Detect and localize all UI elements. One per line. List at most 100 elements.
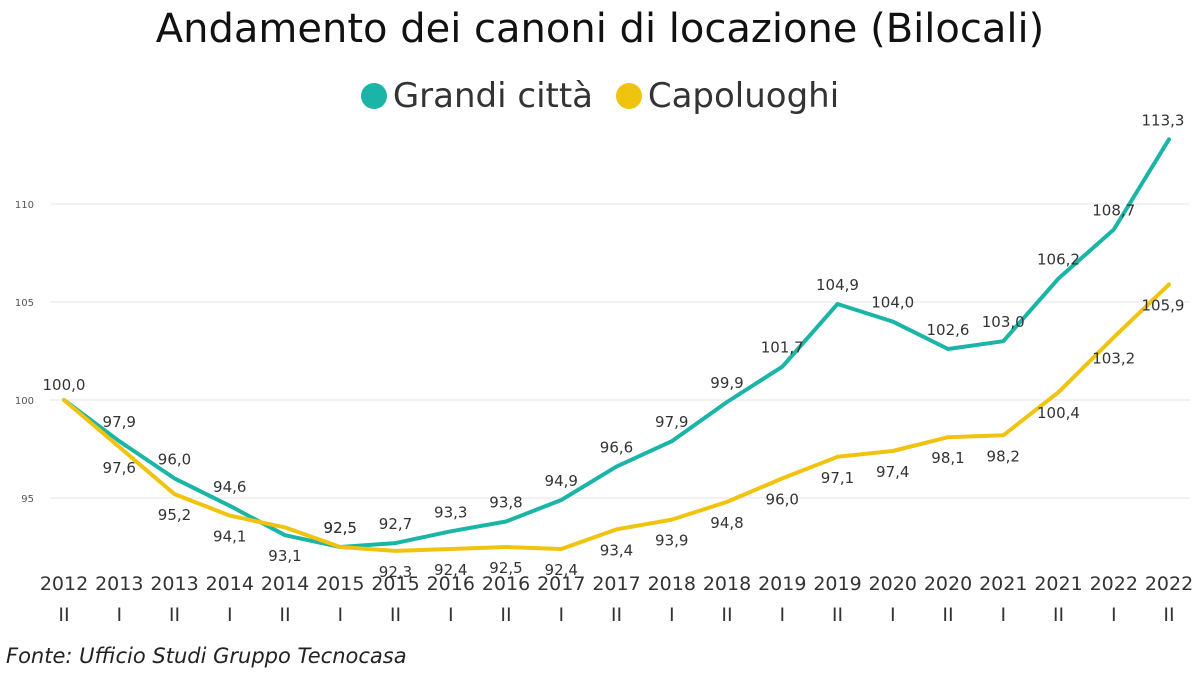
x-tick-year-2: 2013 [150,573,198,595]
data-label-1-14: 97,1 [821,469,854,487]
data-labels: 100,0 97,9 96,0 94,6 93,1 92,5 92,7 93,3 93,8 94,… [43,111,1185,581]
x-tick-year-20: 2022 [1145,573,1193,595]
data-label-0-14: 104,9 [816,276,859,294]
x-tick-year-18: 2021 [1034,573,1082,595]
x-tick-sem-4: II [279,604,290,626]
data-label-0-1: 97,9 [103,413,136,431]
x-tick-year-8: 2016 [482,573,530,595]
data-label-0-10: 96,6 [600,439,633,457]
x-tick-sem-12: II [721,604,732,626]
x-tick-year-12: 2018 [703,573,751,595]
source-note: Fonte: Ufficio Studi Gruppo Tecnocasa [6,644,407,668]
data-label-1-7: 92,4 [434,561,467,579]
x-tick-year-16: 2020 [924,573,972,595]
legend-item-capoluoghi[interactable]: Capoluoghi [615,76,840,116]
data-label-0-0: 100,0 [43,376,86,394]
data-label-0-9: 94,9 [545,472,578,490]
line-chart: 95 100 105 110 100,0 97,9 96,0 94,6 93,1 92,5 92,… [15,111,1193,626]
x-tick-sem-6: II [390,604,401,626]
data-label-1-1: 97,6 [103,459,136,477]
data-label-0-20: 113,3 [1142,111,1185,129]
data-label-1-13: 96,0 [766,490,799,508]
x-tick-sem-19: I [1111,604,1117,626]
data-label-0-6: 92,7 [379,515,412,533]
legend-label-capoluoghi: Capoluoghi [647,76,840,116]
y-tick-105: 105 [15,298,34,309]
x-tick-sem-18: II [1053,604,1064,626]
gridlines [50,203,1190,499]
legend: Grandi città Capoluoghi [0,76,1200,116]
data-label-0-4: 93,1 [268,547,301,565]
data-label-1-12: 94,8 [710,514,743,532]
y-tick-110: 110 [15,200,34,211]
data-label-0-18: 106,2 [1037,250,1080,268]
legend-item-grandi-citta[interactable]: Grandi città [360,76,594,116]
data-label-1-19: 103,2 [1092,349,1135,367]
x-tick-year-0: 2012 [40,573,88,595]
chart-title: Andamento dei canoni di locazione (Biloc… [155,6,1045,52]
series-line-1[interactable] [62,282,1171,553]
x-tick-sem-5: I [337,604,343,626]
x-tick-year-1: 2013 [95,573,143,595]
legend-dot-capoluoghi [615,83,642,109]
data-label-1-16: 98,1 [931,449,964,467]
data-label-0-8: 93,8 [489,494,522,512]
data-label-1-20: 105,9 [1142,296,1185,314]
y-axis-ticks: 95 100 105 110 [15,200,34,505]
x-tick-sem-14: II [832,604,843,626]
x-tick-year-6: 2015 [371,573,419,595]
x-tick-sem-7: I [448,604,454,626]
data-label-0-13: 101,7 [761,339,804,357]
legend-label-grandi-citta: Grandi città [392,76,594,116]
x-tick-year-17: 2021 [979,573,1027,595]
data-label-1-2: 95,2 [158,506,191,524]
data-label-0-17: 103,0 [982,313,1025,331]
data-label-1-6: 92,3 [379,563,412,581]
x-tick-sem-8: II [500,604,511,626]
data-label-1-10: 93,4 [600,541,633,559]
x-tick-year-3: 2014 [206,573,254,595]
data-label-1-8: 92,5 [489,559,522,577]
data-label-1-17: 98,2 [987,447,1020,465]
x-tick-year-11: 2018 [648,573,696,595]
data-label-1-15: 97,4 [876,463,909,481]
x-tick-sem-16: II [942,604,953,626]
x-axis: 2012II2013I2013II2014I2014II2015I2015II2… [40,573,1193,626]
x-tick-sem-10: II [611,604,622,626]
x-tick-sem-15: I [890,604,896,626]
x-tick-sem-0: II [58,604,69,626]
x-tick-sem-11: I [669,604,675,626]
x-tick-year-14: 2019 [813,573,861,595]
series-line-0[interactable] [62,137,1171,549]
data-label-0-19: 108,7 [1092,201,1135,219]
x-tick-year-5: 2015 [316,573,364,595]
x-tick-year-19: 2022 [1090,573,1138,595]
x-tick-year-10: 2017 [592,573,640,595]
x-tick-year-13: 2019 [758,573,806,595]
x-tick-sem-1: I [116,604,122,626]
x-tick-year-9: 2017 [537,573,585,595]
x-tick-sem-13: I [779,604,785,626]
x-tick-sem-9: I [558,604,564,626]
x-tick-year-15: 2020 [869,573,917,595]
y-tick-95: 95 [21,494,34,505]
x-tick-sem-2: II [169,604,180,626]
y-tick-100: 100 [15,396,34,407]
data-label-0-5: 92,5 [324,519,357,537]
data-label-1-5: 92,5 [324,519,357,537]
series-lines [62,137,1171,553]
data-label-0-2: 96,0 [158,450,191,468]
data-label-1-3: 94,1 [213,528,246,546]
x-tick-year-4: 2014 [261,573,309,595]
data-label-1-18: 100,4 [1037,404,1080,422]
legend-dot-grandi-citta [360,83,387,109]
data-label-0-16: 102,6 [927,321,970,339]
data-label-0-11: 97,9 [655,413,688,431]
x-tick-sem-20: II [1163,604,1174,626]
data-label-1-9: 92,4 [545,561,578,579]
x-tick-sem-3: I [227,604,233,626]
data-label-0-12: 99,9 [710,374,743,392]
x-tick-year-7: 2016 [427,573,475,595]
data-label-1-11: 93,9 [655,532,688,550]
data-label-0-7: 93,3 [434,503,467,521]
